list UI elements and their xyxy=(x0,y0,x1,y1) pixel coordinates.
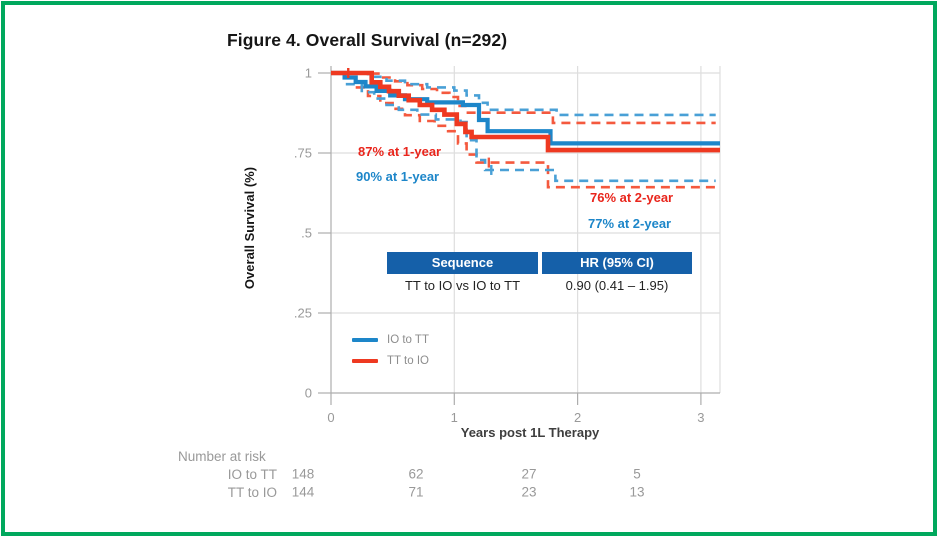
x-tick-label: 1 xyxy=(451,410,458,425)
km-curve-io-to-tt-95-ci-lower xyxy=(345,82,716,183)
x-tick-label: 3 xyxy=(697,410,704,425)
legend-label: IO to TT xyxy=(387,333,429,346)
hr-table-hr-value: 0.90 (0.41 – 1.95) xyxy=(565,278,669,293)
figure-title: Figure 4. Overall Survival (n=292) xyxy=(227,30,508,50)
y-axis-title: Overall Survival (%) xyxy=(242,166,257,290)
hr-table-sequence-value: TT to IO vs IO to TT xyxy=(404,278,521,293)
x-tick-label: 2 xyxy=(574,410,581,425)
at-risk-row-label: IO to TT xyxy=(227,467,277,482)
hr-table-value-row: TT to IO vs IO to TT 0.90 (0.41 – 1.95) xyxy=(387,277,692,295)
x-tick-label: 0 xyxy=(327,410,334,425)
y-tick-label: 1 xyxy=(305,66,312,81)
legend-line-red-icon xyxy=(352,358,378,363)
hr-table: Sequence HR (95% CI) TT to IO vs IO to T… xyxy=(387,252,692,295)
hr-table-header-row: Sequence HR (95% CI) xyxy=(387,252,692,274)
legend-entry-tt-to-io: TT to IO xyxy=(352,350,429,371)
km-curve-tt-to-io xyxy=(331,70,720,153)
annotation-87-at-1-year: 87% at 1-year xyxy=(358,144,442,159)
legend-label: TT to IO xyxy=(387,354,429,367)
at-risk-row-label: TT to IO xyxy=(227,485,277,500)
y-tick-label: .25 xyxy=(294,306,312,321)
km-curve-tt-to-io-95-ci-upper xyxy=(355,72,716,125)
y-tick-label: 0 xyxy=(305,386,312,401)
annotation-77-at-2-year: 77% at 2-year xyxy=(588,216,672,231)
annotation-90-at-1-year: 90% at 1-year xyxy=(356,169,440,184)
km-curve-io-to-tt xyxy=(331,70,720,146)
hr-table-header-sequence: Sequence xyxy=(387,252,538,274)
y-tick-label: .5 xyxy=(301,226,312,241)
legend: IO to TT TT to IO xyxy=(352,329,429,371)
km-curve-io-to-tt-95-ci-upper xyxy=(345,72,716,117)
x-axis-title: Years post 1L Therapy xyxy=(460,425,600,440)
annotation-76-at-2-year: 76% at 2-year xyxy=(590,190,674,205)
legend-entry-io-to-tt: IO to TT xyxy=(352,329,429,350)
number-at-risk-label: Number at risk xyxy=(178,449,266,464)
legend-line-blue-icon xyxy=(352,337,378,342)
y-tick-label: .75 xyxy=(294,146,312,161)
hr-table-header-hr-ci: HR (95% CI) xyxy=(542,252,692,274)
